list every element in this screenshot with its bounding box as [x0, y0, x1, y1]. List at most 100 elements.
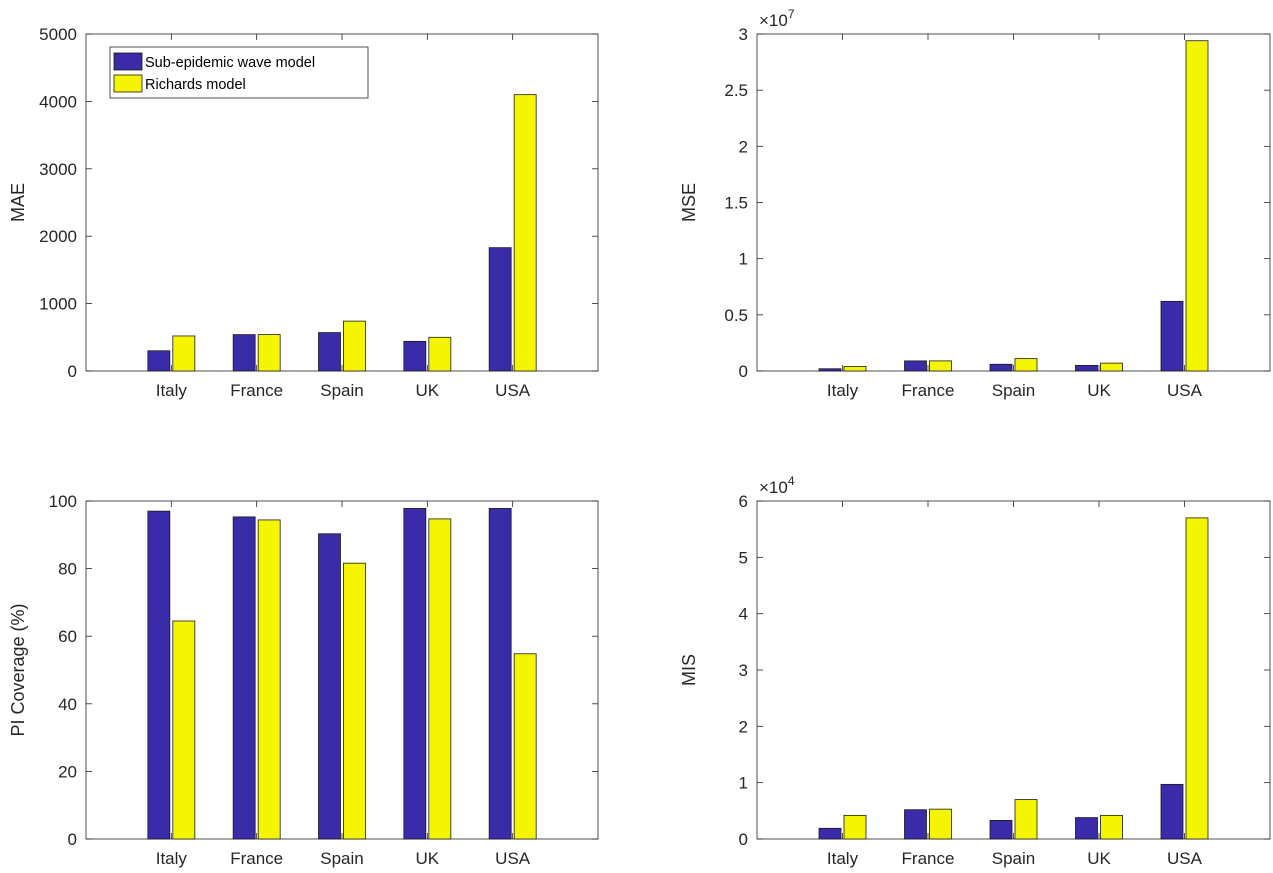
bar-spain-series-2 [1014, 358, 1038, 372]
chart-panel-2: 0 0.5 1 1.5 2 2.5 3 Italy France Spain UK USA MSE ×10… [679, 7, 1271, 400]
bar-italy-series-1 [147, 350, 171, 372]
bar-usa-series-2 [513, 94, 537, 372]
y-tick-label: 40 [58, 695, 77, 714]
x-tick-label: USA [1167, 381, 1203, 400]
bar-italy-series-1 [818, 368, 842, 372]
chart-panel-1: 0 1000 2000 3000 4000 5000 Italy France Spain UK U… [8, 25, 599, 400]
y-tick-label: 60 [58, 627, 77, 646]
bar-usa-series-1 [1160, 783, 1184, 840]
bar-france-series-2 [929, 808, 952, 840]
x-tick-label: France [902, 849, 955, 868]
y-tick-label: 0 [68, 830, 77, 849]
y-axis-label: MSE [679, 183, 699, 222]
y-tick-label: 4 [739, 605, 748, 624]
bar-spain-series-2 [343, 562, 366, 840]
bar-france-series-2 [929, 360, 952, 372]
y-tick-label: 0.5 [724, 306, 748, 325]
y-tick-label: 2 [739, 717, 748, 736]
bar-france-series-1 [232, 516, 256, 840]
bar-france-series-1 [232, 334, 256, 372]
bar-usa-series-1 [488, 247, 512, 372]
legend: Sub-epidemic wave model Richards model [109, 46, 369, 99]
x-tick-label: Spain [320, 381, 363, 400]
x-tick-label: UK [416, 381, 440, 400]
y-tick-label: 5 [739, 548, 748, 567]
x-tick-label: Italy [827, 381, 859, 400]
x-tick-label: France [230, 849, 283, 868]
y-axis-label: MAE [8, 183, 28, 222]
bar-italy-series-1 [818, 827, 842, 840]
legend-swatch [113, 74, 143, 93]
y-tick-label: 1 [739, 774, 748, 793]
x-tick-label: Spain [320, 849, 363, 868]
bar-usa-series-2 [513, 653, 537, 840]
bar-usa-series-2 [1185, 517, 1209, 840]
y-axis-exponent: ×107 [759, 7, 795, 30]
x-tick-label: France [230, 381, 283, 400]
y-tick-label: 0 [68, 362, 77, 381]
y-tick-label: 3000 [39, 160, 77, 179]
x-tick-label: Italy [156, 381, 188, 400]
y-tick-label: 0 [739, 362, 748, 381]
y-tick-label: 1 [739, 250, 748, 269]
y-tick-label: 2 [739, 137, 748, 156]
bar-france-series-1 [904, 809, 927, 840]
y-tick-label: 2.5 [724, 81, 748, 100]
x-tick-label: Italy [156, 849, 188, 868]
y-tick-label: 2000 [39, 227, 77, 246]
y-axis-exponent: ×104 [759, 474, 795, 497]
y-tick-label: 6 [739, 492, 748, 511]
legend-label: Sub-epidemic wave model [145, 55, 315, 71]
bar-spain-series-2 [343, 320, 366, 372]
x-tick-label: Spain [992, 381, 1035, 400]
bar-uk-series-2 [1100, 362, 1123, 372]
bar-italy-series-1 [147, 510, 171, 840]
legend-swatch [113, 52, 143, 71]
bar-uk-series-1 [403, 508, 427, 840]
bar-france-series-2 [257, 519, 281, 840]
x-tick-label: Spain [992, 849, 1035, 868]
chart-panel-3: 0 20 40 60 80 100 Italy France Spain UK USA PI Cove… [8, 492, 599, 868]
y-tick-label: 1000 [39, 295, 77, 314]
bar-uk-series-2 [428, 336, 452, 372]
bar-italy-series-2 [172, 620, 196, 840]
bar-uk-series-2 [1100, 814, 1123, 840]
legend-label: Richards model [145, 77, 246, 93]
y-axis-label: MIS [679, 654, 699, 686]
x-tick-label: UK [416, 849, 440, 868]
y-tick-label: 4000 [39, 92, 77, 111]
x-tick-label: UK [1087, 849, 1111, 868]
y-tick-label: 5000 [39, 25, 77, 44]
bar-italy-series-2 [843, 366, 867, 372]
x-tick-label: USA [495, 381, 531, 400]
bar-uk-series-2 [428, 518, 452, 840]
bar-usa-series-1 [488, 508, 512, 840]
y-tick-label: 3 [739, 661, 748, 680]
bar-italy-series-2 [172, 335, 196, 372]
x-tick-label: USA [1167, 849, 1203, 868]
y-tick-label: 20 [58, 762, 77, 781]
y-tick-label: 3 [739, 25, 748, 44]
y-tick-label: 80 [58, 560, 77, 579]
bar-uk-series-1 [1075, 817, 1098, 840]
bar-spain-series-2 [1014, 799, 1038, 840]
x-tick-label: USA [495, 849, 531, 868]
bar-uk-series-1 [403, 340, 427, 372]
bar-uk-series-1 [1075, 364, 1098, 372]
bar-usa-series-2 [1185, 40, 1209, 372]
y-axis-label: PI Coverage (%) [8, 603, 28, 736]
legend-box [109, 46, 369, 99]
y-tick-label: 100 [49, 492, 77, 511]
bar-spain-series-1 [318, 332, 341, 372]
x-tick-label: Italy [827, 849, 859, 868]
x-tick-label: France [902, 381, 955, 400]
bar-france-series-2 [257, 334, 281, 372]
x-tick-label: UK [1087, 381, 1111, 400]
y-tick-label: 0 [739, 830, 748, 849]
bar-spain-series-1 [989, 820, 1013, 840]
bar-spain-series-1 [318, 533, 341, 840]
y-tick-label: 1.5 [724, 194, 748, 213]
bar-usa-series-1 [1160, 300, 1184, 372]
bar-italy-series-2 [843, 814, 867, 840]
